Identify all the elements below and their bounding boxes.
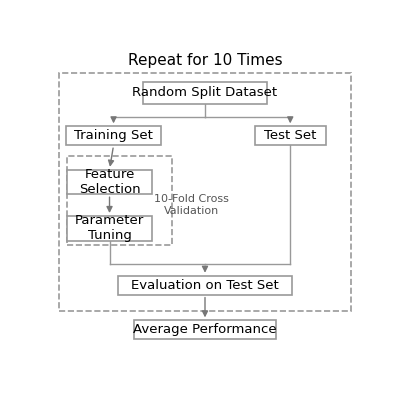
Text: Random Split Dataset: Random Split Dataset: [132, 86, 278, 99]
FancyBboxPatch shape: [67, 170, 152, 194]
FancyBboxPatch shape: [67, 216, 152, 240]
Text: Evaluation on Test Set: Evaluation on Test Set: [131, 279, 279, 292]
Text: 10-Fold Cross
Validation: 10-Fold Cross Validation: [154, 194, 228, 216]
Text: Average Performance: Average Performance: [133, 323, 277, 336]
Text: Test Set: Test Set: [264, 129, 316, 142]
Text: Training Set: Training Set: [74, 129, 153, 142]
FancyBboxPatch shape: [134, 320, 276, 339]
Text: Parameter
Tuning: Parameter Tuning: [75, 214, 144, 242]
FancyBboxPatch shape: [255, 126, 326, 145]
Text: Repeat for 10 Times: Repeat for 10 Times: [128, 53, 282, 68]
Text: Feature
Selection: Feature Selection: [79, 168, 140, 196]
FancyBboxPatch shape: [143, 82, 267, 104]
FancyBboxPatch shape: [118, 276, 292, 295]
FancyBboxPatch shape: [66, 126, 161, 145]
